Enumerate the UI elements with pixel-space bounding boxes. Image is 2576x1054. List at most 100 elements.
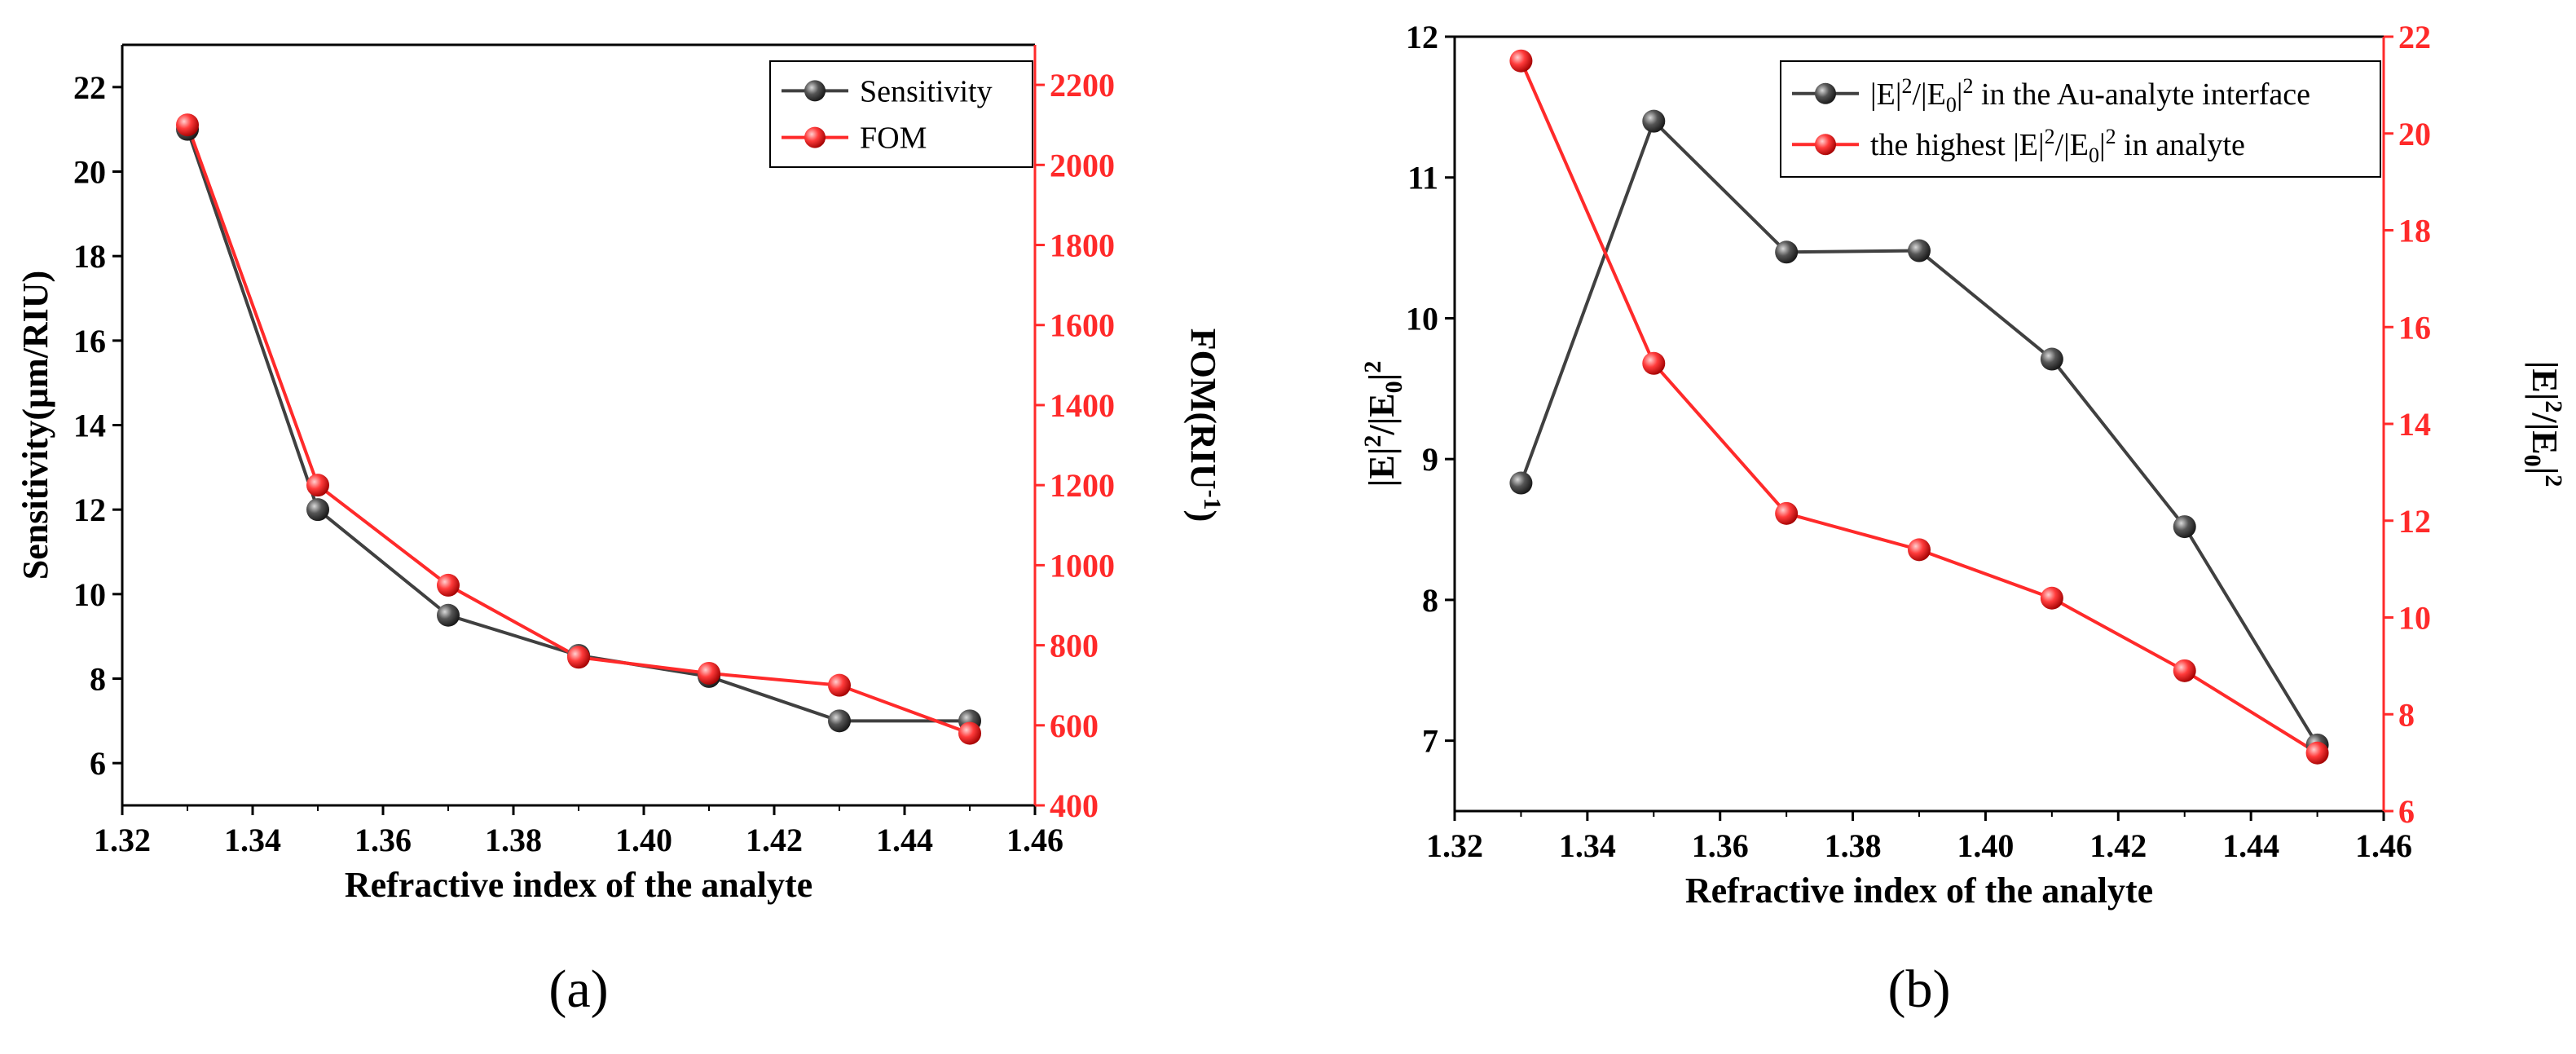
y-right-tick-label: 1000 (1050, 547, 1115, 584)
data-point-series-1 (698, 661, 720, 685)
y-right-tick-label: 1800 (1050, 227, 1115, 264)
data-point-series-1 (1642, 351, 1666, 375)
x-tick-label: 1.44 (876, 822, 933, 858)
y-right-tick-label: 2200 (1050, 67, 1115, 104)
y-right-title-tail: ) (1183, 510, 1223, 523)
y-left-tick-label: 8 (90, 661, 106, 698)
panel-label: (b) (1888, 959, 1951, 1019)
data-point-series-1 (1908, 538, 1931, 562)
legend-box (769, 60, 1033, 168)
x-axis-title: Refractive index of the analyte (1685, 871, 2153, 911)
data-point-series-0 (1908, 239, 1931, 262)
data-point-series-0 (437, 603, 460, 627)
y-left-tick-label: 8 (1422, 582, 1438, 619)
x-tick-label: 1.38 (485, 822, 542, 858)
data-point-series-1 (1775, 501, 1799, 525)
y-right-tick-label: 18 (2398, 213, 2431, 249)
y-left-tick-label: 14 (73, 408, 106, 444)
y-right-tick-label: 2000 (1050, 147, 1115, 183)
data-point-series-0 (2040, 347, 2063, 371)
legend-bar: | (2099, 128, 2106, 162)
y-right-tick-label: 6 (2398, 793, 2415, 830)
data-point-series-0 (828, 709, 851, 733)
legend-suffix: in the Au-analyte interface (1973, 77, 2310, 112)
chart-panel-b: 1.32 1.34 1.36 1.38 1.40 1.42 1.44 1.46 7 8 9 10 11 1… (1359, 19, 2567, 1019)
y-left-tick-label: 12 (73, 492, 106, 528)
y-right-tick-label: 8 (2398, 696, 2415, 733)
data-point-series-0 (306, 498, 329, 522)
legend-box (1780, 60, 2381, 178)
legend-marker-0 (804, 80, 826, 102)
legend-sub: 0 (1946, 93, 1957, 117)
series-line-0 (186, 129, 970, 723)
legend-label-0: Sensitivity (860, 74, 993, 108)
y-left-tick-label: 6 (90, 745, 106, 782)
legend-bar: | (1957, 77, 1963, 112)
legend-sub: 0 (2089, 143, 2099, 167)
e-abs: |E| (1362, 448, 1402, 487)
legend-marker-0 (1815, 82, 1836, 104)
data-point-series-1 (1509, 49, 1533, 73)
legend-marker-1 (1815, 134, 1836, 156)
e-over: /|E (2525, 412, 2565, 454)
y-right-tick-label: 400 (1050, 787, 1099, 824)
y-left-axis-title: |E|2/|E0|2 (1359, 361, 1407, 487)
data-point-series-1 (176, 113, 199, 137)
y-right-tick-label: 12 (2398, 503, 2431, 540)
y-left-tick-label: 7 (1422, 723, 1438, 760)
x-axis-title: Refractive index of the analyte (345, 865, 812, 905)
data-point-series-1 (437, 573, 460, 597)
panel-label: (a) (548, 959, 608, 1019)
x-tick-label: 1.42 (746, 822, 803, 858)
y-right-tick-label: 1400 (1050, 387, 1115, 424)
legend-e: |E| (1870, 77, 1901, 112)
data-point-series-1 (2173, 659, 2196, 682)
y-right-axis-title: FOM(RIU-1) (1183, 329, 1226, 523)
x-tick-label: 1.34 (224, 822, 281, 858)
legend-label-1: FOM (860, 121, 927, 156)
y-right-tick-label: 1200 (1050, 467, 1115, 504)
legend-sup: 2 (1901, 74, 1912, 98)
y-right-title-main: FOM(RIU (1183, 329, 1223, 490)
x-tick-label: 1.46 (1006, 822, 1063, 858)
e-over: /|E (1362, 393, 1402, 435)
y-left-axis-title: Sensitivity(μm/RIU) (15, 271, 55, 580)
e-sub: 0 (1380, 381, 1407, 393)
x-tick-label: 1.32 (94, 822, 151, 858)
series-line-0 (1519, 118, 2319, 746)
y-right-tick-label: 22 (2398, 19, 2431, 55)
y-right-tick-label: 1600 (1050, 307, 1115, 344)
x-tick-label: 1.42 (2089, 827, 2147, 864)
legend-label-0: |E|2/|E0|2 in the Au-analyte interface (1870, 74, 2310, 117)
legend-suffix: in analyte (2116, 128, 2245, 162)
y-left-tick-label: 10 (1406, 300, 1438, 337)
y-left-tick-label: 11 (1407, 160, 1438, 196)
y-right-axis-title: |E|2/|E0|2 (2519, 361, 2567, 487)
data-point-series-0 (1509, 471, 1533, 495)
y-right-tick-label: 800 (1050, 628, 1099, 664)
e-abs: |E| (2525, 361, 2565, 401)
x-tick-label: 1.46 (2355, 827, 2412, 864)
e-bar: | (2525, 467, 2565, 475)
legend-sup: 2 (2045, 125, 2055, 148)
x-tick-label: 1.40 (615, 822, 672, 858)
y-left-tick-label: 22 (73, 69, 106, 106)
y-left-tick-label: 20 (73, 154, 106, 191)
data-point-series-0 (1642, 109, 1666, 133)
legend-sup2: 2 (2106, 125, 2116, 148)
legend-sup2: 2 (1962, 74, 1973, 98)
x-tick-label: 1.36 (1692, 827, 1749, 864)
x-tick-label: 1.32 (1426, 827, 1483, 864)
e-sup2: 2 (2540, 474, 2567, 487)
y-left-tick-label: 10 (73, 576, 106, 613)
y-right-tick-label: 10 (2398, 600, 2431, 637)
y-left-tick-label: 18 (73, 238, 106, 275)
e-sup2: 2 (1359, 361, 1386, 373)
data-point-series-1 (2040, 586, 2063, 610)
data-point-series-1 (2305, 741, 2329, 765)
y-left-tick-label: 9 (1422, 441, 1438, 478)
y-right-tick-label: 20 (2398, 116, 2431, 152)
y-right-tick-label: 14 (2398, 406, 2431, 443)
e-sub: 0 (2519, 455, 2546, 467)
chart-panel-a: 1.32 1.34 1.36 1.38 1.40 1.42 1.44 1.46 6 8 10 12 14… (15, 43, 1226, 1019)
